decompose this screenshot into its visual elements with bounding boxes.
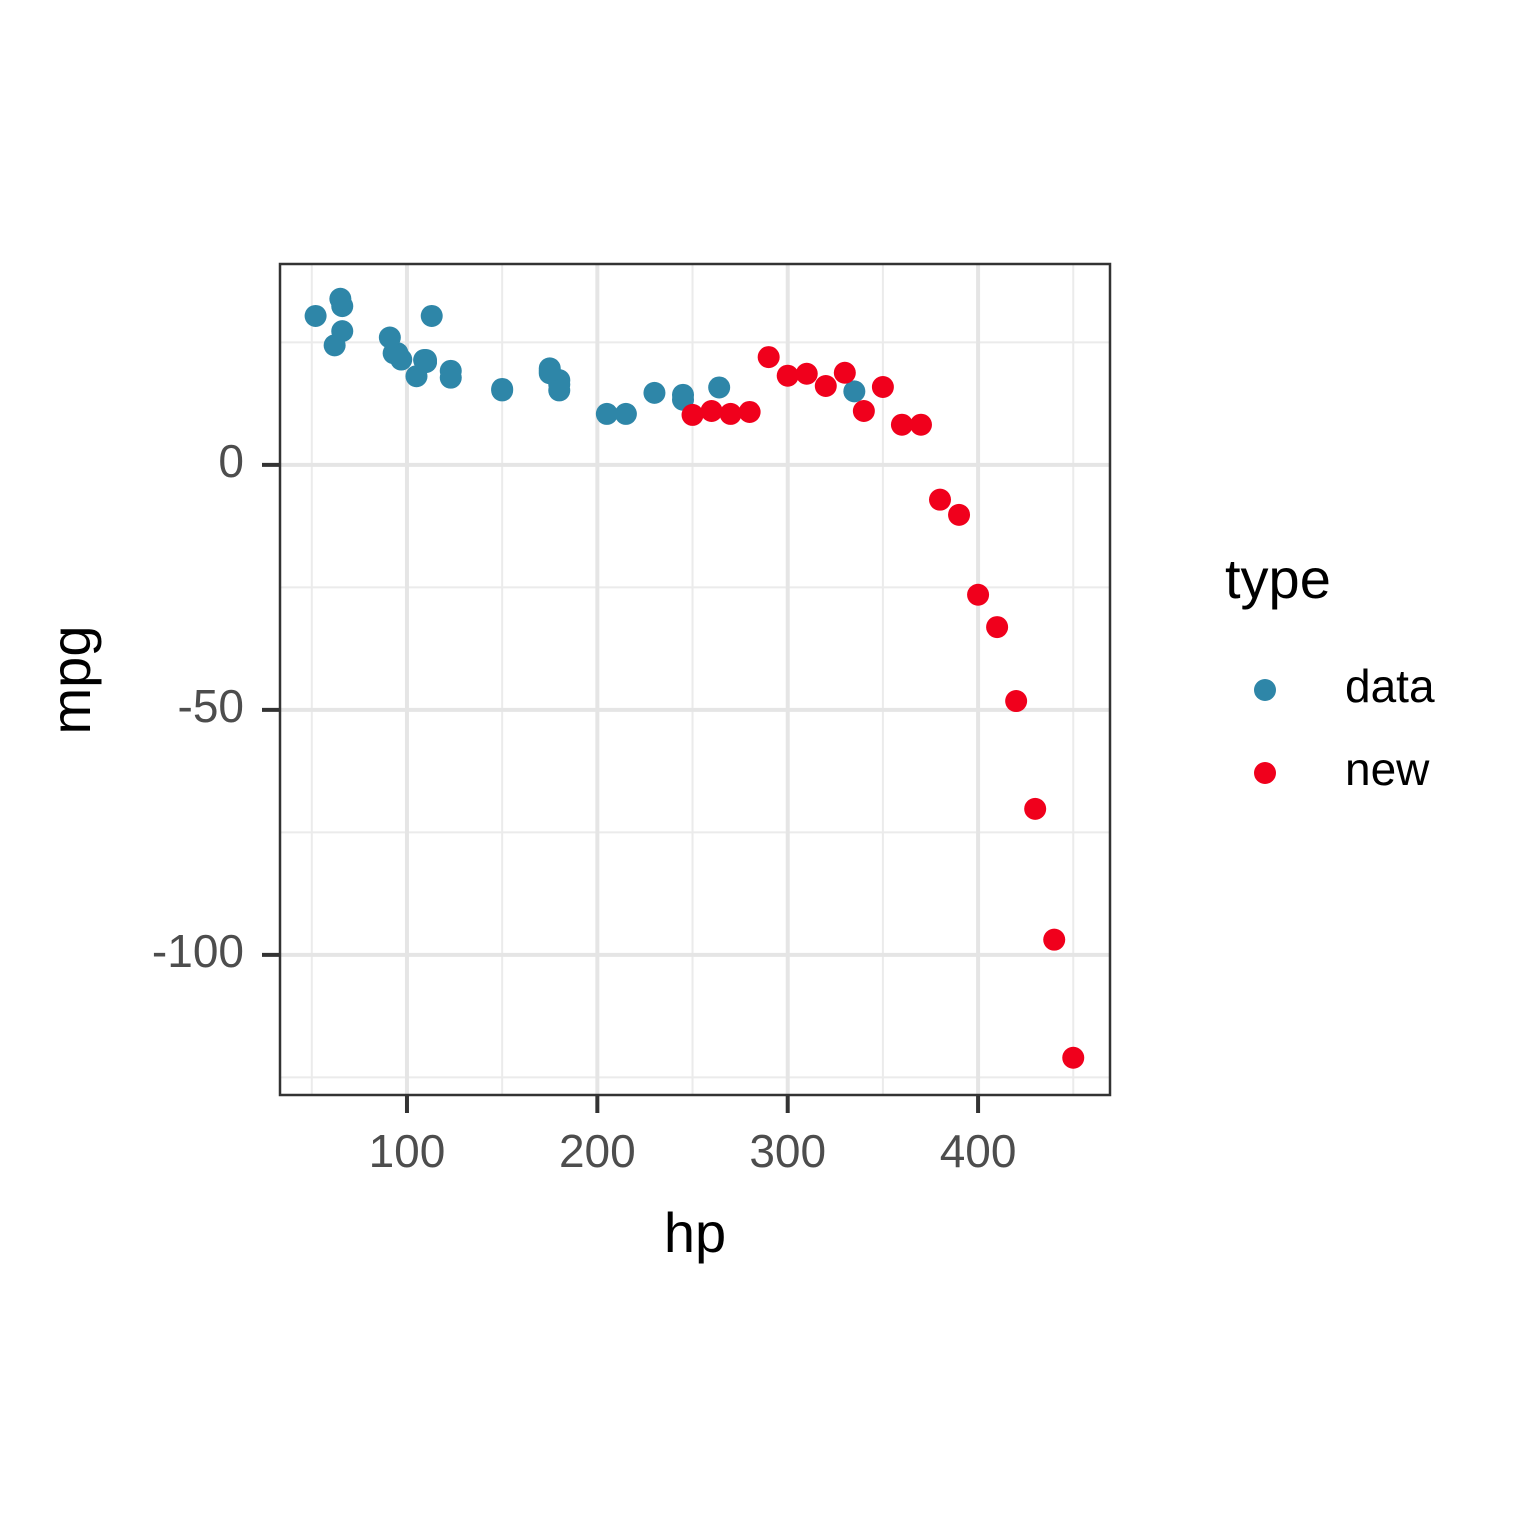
y-tick-label: -100 — [152, 925, 244, 977]
point — [643, 381, 666, 404]
legend-label: data — [1345, 660, 1435, 712]
legend-title: type — [1225, 547, 1331, 610]
point — [548, 379, 571, 402]
x-tick-label: 100 — [369, 1125, 446, 1177]
point — [738, 400, 761, 423]
grid — [280, 264, 1110, 1095]
point — [439, 366, 462, 389]
point — [708, 376, 731, 399]
points — [304, 287, 1085, 1069]
point — [776, 364, 799, 387]
x-axis-label: hp — [664, 1201, 726, 1264]
point — [929, 488, 952, 511]
legend: data new — [1254, 660, 1435, 795]
point — [538, 357, 561, 380]
point — [1005, 690, 1028, 713]
point — [614, 402, 637, 425]
point — [378, 326, 401, 349]
point — [1062, 1046, 1085, 1069]
point — [681, 403, 704, 426]
point — [833, 361, 856, 384]
panel-border — [278, 262, 1112, 1097]
legend-marker — [1254, 762, 1276, 784]
point — [757, 346, 780, 369]
point — [420, 304, 443, 327]
point — [967, 583, 990, 606]
point — [390, 348, 413, 371]
point — [843, 380, 866, 403]
point — [413, 349, 436, 372]
point — [871, 375, 894, 398]
legend-marker — [1254, 679, 1276, 701]
point — [909, 413, 932, 436]
point — [700, 399, 723, 422]
point — [491, 379, 514, 402]
point — [329, 287, 352, 310]
point — [814, 375, 837, 398]
point — [719, 402, 742, 425]
y-axis-label: mpg — [39, 626, 102, 735]
x-tick-label: 200 — [559, 1125, 636, 1177]
y-tick-label: -50 — [178, 680, 244, 732]
point — [1043, 928, 1066, 951]
point — [1024, 797, 1047, 820]
point — [890, 413, 913, 436]
x-tick-label: 400 — [940, 1125, 1017, 1177]
point — [795, 362, 818, 385]
point — [948, 503, 971, 526]
x-tick-label: 300 — [749, 1125, 826, 1177]
point — [595, 402, 618, 425]
point — [852, 399, 875, 422]
y-tick-label: 0 — [218, 435, 244, 487]
point — [986, 616, 1009, 639]
point — [304, 304, 327, 327]
point — [331, 320, 354, 343]
legend-label: new — [1345, 743, 1430, 795]
